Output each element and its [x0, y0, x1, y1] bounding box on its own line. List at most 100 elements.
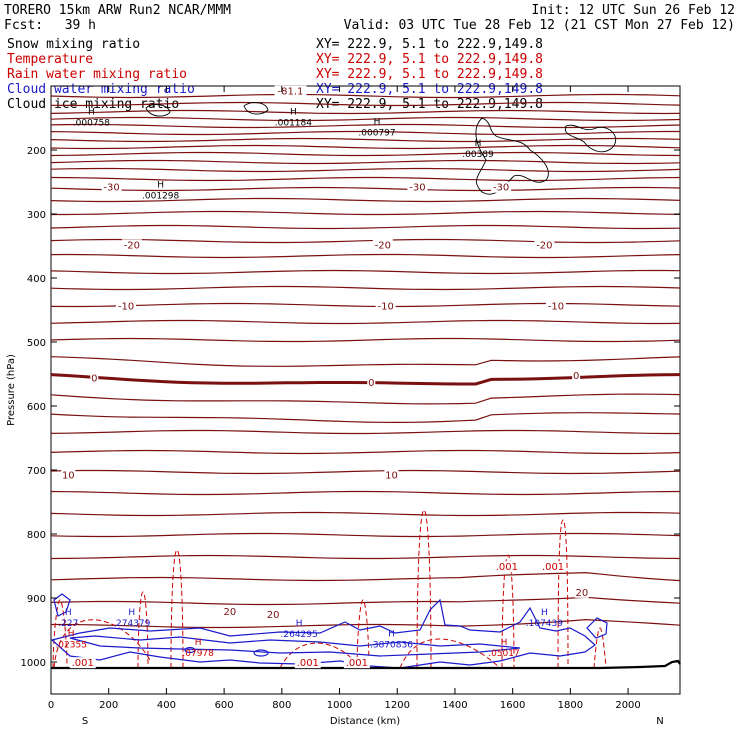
y-tick-label: 1000 [21, 658, 46, 669]
temperature-isotherm [50, 490, 681, 496]
x-tick-label: 1400 [442, 700, 467, 711]
rain-contour-label: .001 [496, 562, 518, 573]
temperature-isotherm [50, 285, 681, 291]
label-background [90, 372, 99, 384]
label-background [61, 469, 76, 481]
maximum-value: .000758 [73, 119, 110, 129]
temperature-contour-label: -30 [409, 183, 425, 194]
temperature-contour-label: 20 [576, 588, 589, 599]
label-background [343, 657, 370, 669]
label-background [274, 85, 307, 97]
temperature-isotherm [50, 449, 681, 455]
label-background [121, 239, 142, 251]
maximum-value: .107439 [526, 619, 563, 629]
rain-contour-label: .001 [297, 658, 319, 669]
y-tick-label: 800 [27, 530, 46, 541]
rain-contour-label: .001 [542, 562, 564, 573]
temperature-isotherm [50, 123, 681, 129]
legend: Snow mixing ratio XY= 222.9, 5.1 to 222.… [7, 37, 543, 112]
temperature-contour-label: -81.1 [278, 87, 304, 98]
temperature-isotherm [50, 469, 681, 475]
temperature-isotherm [50, 532, 681, 538]
valid-time: Valid: 03 UTC Tue 28 Feb 12 (21 CST Mon … [344, 18, 735, 33]
legend-xy: XY= 222.9, 5.1 to 222.9,149.8 [316, 37, 543, 52]
cloud-water-contour [586, 617, 608, 639]
temperature-contour-label: -10 [378, 302, 394, 313]
rain-water-contour [137, 591, 149, 669]
temperature-isotherm [50, 167, 681, 173]
legend-label: Snow mixing ratio [7, 37, 140, 52]
legend-xy: XY= 222.9, 5.1 to 222.9,149.8 [316, 97, 543, 112]
maximum-value: .001184 [275, 119, 312, 129]
forecast-label: Fcst: [4, 18, 43, 33]
y-tick-label: 300 [27, 210, 46, 221]
cloud-water-contour [184, 646, 196, 654]
rain-water-contour [53, 619, 501, 669]
temperature-isotherm [50, 429, 680, 435]
temperature-contour-label: 20 [267, 610, 280, 621]
legend-xy: XY= 222.9, 5.1 to 222.9,149.8 [316, 82, 543, 97]
label-background [540, 561, 567, 573]
axes: 0 200 400 600 800 1000 1200 1400 1600 1800 2000200… [6, 86, 680, 727]
temperature-isotherm [50, 144, 681, 150]
temperature-contour-label: -20 [124, 240, 140, 251]
label-background [574, 586, 589, 598]
cloud-ice-contour [564, 124, 617, 153]
temperature-contour-label: 0 [368, 378, 374, 389]
maximum-marker: H [541, 608, 548, 618]
maximum-value: .07978 [182, 649, 214, 659]
maximum-value: .001298 [142, 192, 179, 202]
label-background [372, 239, 393, 251]
temperature-isotherm [51, 210, 681, 216]
x-tick-label: 1200 [385, 700, 410, 711]
label-background [101, 181, 122, 193]
temperature-isotherm [50, 571, 681, 582]
label-background [491, 181, 512, 193]
plot-frame [50, 85, 681, 695]
temperature-isotherm [50, 337, 681, 343]
x-tick-label: 0 [48, 700, 54, 711]
temperature-contour-label: -10 [118, 302, 134, 313]
rain-water-contour [501, 554, 515, 669]
y-tick-label: 400 [27, 274, 46, 285]
temperature-contour-label: -20 [536, 240, 552, 251]
label-background [407, 181, 428, 193]
maximum-marker: H [195, 638, 202, 648]
x-tick-label: 800 [272, 700, 291, 711]
rain-water-contour [170, 549, 184, 669]
maximum-marker: H [68, 629, 75, 639]
cloud-water-contour [53, 593, 71, 617]
cloud-ice-contour [243, 102, 269, 115]
maximum-marker: H [501, 638, 508, 648]
maximum-marker: H [65, 608, 72, 618]
label-background [545, 300, 566, 312]
rain-water-contour [593, 627, 607, 669]
cloud-water-contours [50, 593, 608, 669]
y-tick-label: 500 [27, 338, 46, 349]
label-background [222, 606, 237, 617]
maximum-value: .02355 [55, 640, 87, 650]
cloud-ice-contour [145, 104, 171, 117]
temperature-contour-label: -30 [493, 183, 509, 194]
temperature-isotherm [50, 186, 681, 192]
cloud-ice-contour [475, 117, 549, 195]
y-axis-label: Pressure (hPa) [6, 354, 17, 426]
maximum-marker: H [296, 619, 303, 629]
temperature-contour-label: 10 [62, 471, 75, 482]
model-title: TORERO 15km ARW Run2 NCAR/MMM [4, 3, 231, 18]
label-background [572, 369, 581, 381]
temperature-isotherm [50, 197, 681, 203]
temperature-isotherm [50, 511, 681, 517]
temperature-contour-label: -20 [375, 240, 391, 251]
ground-line [51, 659, 681, 670]
legend-xy: XY= 222.9, 5.1 to 222.9,149.8 [316, 52, 543, 67]
maximum-value: .264295 [281, 630, 318, 640]
temperature-contour-label: -10 [548, 302, 564, 313]
maximum-marker: H [88, 108, 95, 118]
x-tick-label: 1800 [558, 700, 583, 711]
temperature-contours [50, 93, 681, 629]
rain-water-contour [356, 599, 370, 669]
x-axis-label: Distance (km) [330, 716, 400, 727]
maximum-value: .227 [58, 619, 78, 629]
maximum-marker: H [475, 139, 482, 149]
